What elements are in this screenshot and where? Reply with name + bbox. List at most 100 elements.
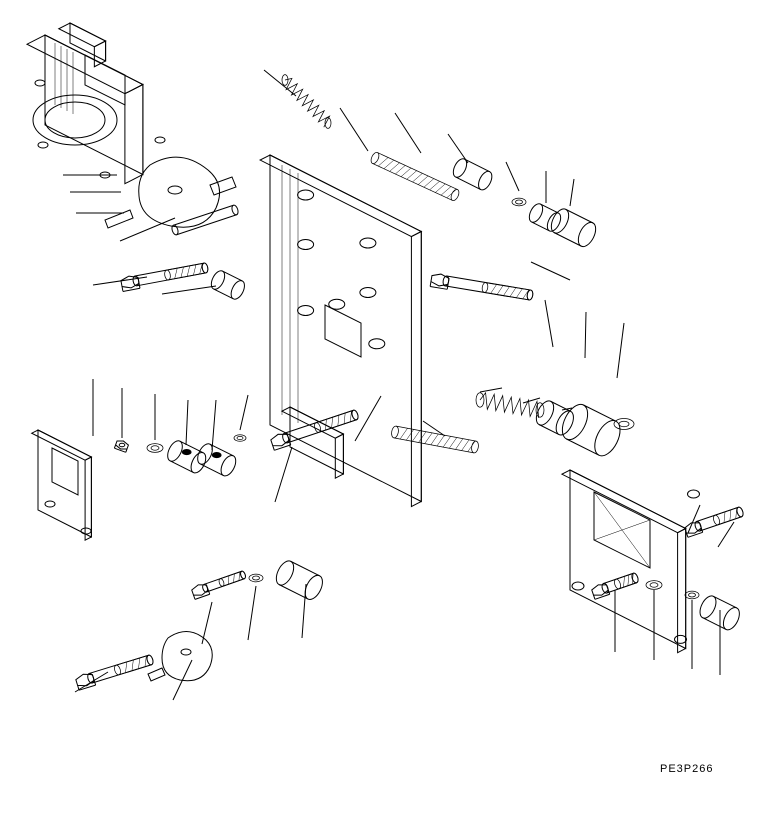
 bbox=[59, 23, 106, 67]
 bbox=[562, 470, 686, 653]
 bbox=[182, 449, 192, 455]
lever-pin bbox=[171, 204, 239, 235]
oring-left-b bbox=[234, 435, 246, 442]
 bbox=[81, 528, 91, 534]
housing-large bbox=[27, 23, 165, 184]
 bbox=[646, 581, 662, 590]
 bbox=[113, 654, 154, 675]
leader-top-spring bbox=[264, 70, 296, 96]
 bbox=[119, 443, 125, 447]
parts-layer bbox=[27, 23, 744, 690]
leader-lines-layer bbox=[63, 70, 734, 700]
leader-right-bolt-a bbox=[531, 262, 570, 280]
 bbox=[273, 558, 326, 602]
 bbox=[164, 263, 209, 281]
 bbox=[613, 572, 639, 589]
spring-low-r bbox=[476, 393, 544, 418]
 bbox=[689, 593, 696, 597]
leader-mid-bolt-r bbox=[423, 421, 445, 436]
bolt-right-a bbox=[430, 273, 533, 301]
 bbox=[533, 398, 577, 438]
 bbox=[527, 202, 564, 234]
washer-lower-c bbox=[249, 574, 263, 582]
 bbox=[165, 438, 209, 475]
 bbox=[209, 269, 248, 302]
 bbox=[45, 102, 105, 138]
leader-left-block-e bbox=[212, 400, 216, 450]
leader-lower-plug bbox=[302, 584, 306, 638]
 bbox=[298, 190, 314, 200]
plug-top-r2 bbox=[527, 202, 564, 234]
 bbox=[481, 282, 533, 300]
 bbox=[212, 452, 222, 458]
plug-top-r1 bbox=[512, 198, 526, 206]
spring-top bbox=[282, 75, 331, 129]
drawing-reference-label: PE3P266 bbox=[660, 763, 713, 775]
leader-cap-b bbox=[448, 134, 468, 163]
leader-top-screw bbox=[340, 108, 368, 151]
 bbox=[298, 306, 314, 316]
leader-lower-ring bbox=[248, 586, 256, 640]
leader-right-ring-a bbox=[545, 300, 553, 347]
washer-left-a bbox=[147, 444, 163, 453]
collar-low-r1 bbox=[533, 398, 577, 438]
 bbox=[168, 186, 182, 194]
leader-mid-bolt-l bbox=[275, 447, 292, 502]
cap-top-a bbox=[451, 157, 495, 192]
 bbox=[45, 501, 55, 507]
 bbox=[572, 582, 584, 590]
screw-top-long bbox=[369, 151, 460, 202]
 bbox=[675, 635, 687, 643]
 bbox=[685, 591, 699, 599]
 bbox=[360, 238, 376, 248]
exploded-parts-diagram: PE3P266 bbox=[0, 0, 765, 820]
 bbox=[181, 649, 191, 655]
lever-lower bbox=[148, 631, 212, 681]
 bbox=[298, 240, 314, 250]
leader-lower-bolt-a bbox=[202, 602, 212, 644]
washer-low-r bbox=[614, 419, 634, 430]
 bbox=[237, 436, 243, 439]
leader-mid-ball bbox=[355, 396, 381, 441]
 bbox=[360, 288, 376, 298]
 bbox=[249, 574, 263, 582]
 bbox=[451, 157, 495, 192]
bolt-left bbox=[120, 263, 208, 292]
bushing-left-a bbox=[165, 438, 209, 475]
bolt-lower-c bbox=[191, 570, 247, 599]
nut-left-a bbox=[114, 439, 129, 452]
oring-r-big bbox=[685, 591, 699, 599]
 bbox=[313, 409, 359, 433]
 bbox=[234, 435, 246, 442]
bracket-right-big bbox=[562, 470, 700, 653]
center-plate bbox=[260, 155, 421, 507]
 bbox=[512, 198, 526, 206]
leader-cap-a bbox=[395, 113, 421, 153]
 bbox=[369, 339, 385, 349]
plug-left bbox=[209, 269, 248, 302]
 bbox=[151, 446, 159, 450]
 bbox=[613, 572, 639, 589]
 bbox=[260, 155, 421, 507]
 bbox=[313, 409, 359, 433]
 bbox=[516, 200, 523, 204]
plug-lower-c bbox=[273, 558, 326, 602]
leader-left-pin bbox=[120, 218, 175, 241]
 bbox=[253, 576, 260, 580]
leader-plug-top-r3 bbox=[570, 179, 574, 206]
washer-r-big bbox=[646, 581, 662, 590]
 bbox=[38, 142, 48, 148]
leader-left-block-d bbox=[186, 400, 188, 445]
 bbox=[688, 490, 700, 498]
bushing-left-b bbox=[195, 441, 239, 478]
 bbox=[712, 506, 744, 525]
 bbox=[481, 282, 533, 300]
 bbox=[712, 506, 744, 525]
 bbox=[282, 407, 344, 478]
 bbox=[650, 583, 658, 587]
 bbox=[35, 80, 45, 86]
bracket-left-small bbox=[32, 430, 92, 540]
leader-left-block-f bbox=[240, 395, 248, 430]
leader-plug-top-r1 bbox=[506, 162, 519, 191]
leader-bottom-spring-a bbox=[480, 388, 502, 392]
